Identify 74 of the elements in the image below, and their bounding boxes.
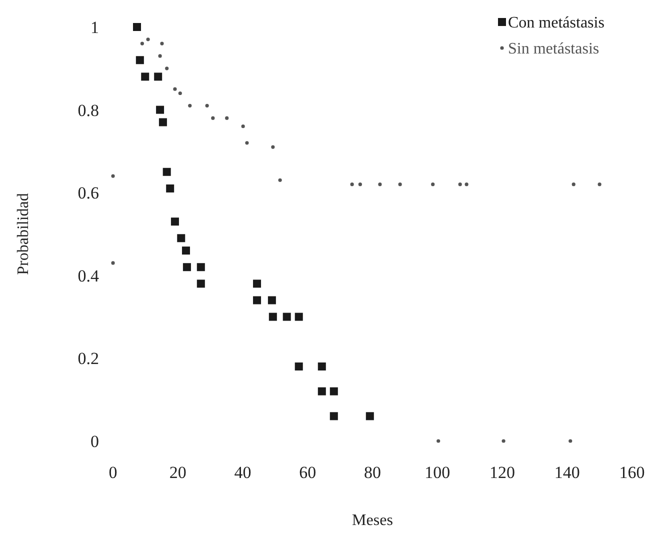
x-tick-label: 120	[490, 463, 515, 482]
y-tick-label: 0.8	[78, 100, 99, 120]
point	[196, 280, 205, 288]
x-axis-title: Meses	[352, 512, 393, 529]
point	[211, 116, 215, 120]
point	[278, 178, 282, 182]
point	[173, 87, 177, 91]
point	[133, 23, 142, 31]
point	[136, 56, 144, 64]
point	[318, 362, 326, 370]
point	[330, 412, 338, 420]
point	[182, 263, 191, 272]
point	[318, 387, 326, 396]
point	[398, 182, 402, 186]
point	[572, 182, 576, 186]
point	[166, 184, 174, 192]
point	[225, 116, 229, 120]
point	[366, 412, 374, 420]
y-tick-label: 0.6	[78, 184, 99, 203]
point	[436, 439, 440, 443]
y-tick-label: 1	[90, 18, 99, 37]
point	[350, 182, 354, 186]
point	[431, 182, 435, 186]
legend-label: Sin metástasis	[508, 40, 600, 58]
y-tick-label: 0.2	[78, 349, 99, 368]
y-axis-title: Probabilidad	[15, 193, 32, 275]
point	[158, 118, 167, 126]
point	[205, 104, 209, 108]
point	[268, 312, 277, 321]
point	[141, 72, 150, 81]
point	[245, 141, 249, 145]
point	[330, 387, 338, 396]
point	[111, 174, 115, 178]
point	[146, 38, 150, 42]
point	[253, 296, 262, 304]
point	[154, 72, 162, 81]
point	[282, 312, 291, 321]
point	[464, 182, 468, 186]
point	[502, 439, 506, 443]
point	[241, 124, 245, 128]
x-tick-label: 140	[554, 463, 580, 482]
y-tick-label: 0	[90, 432, 99, 451]
x-tick-label: 160	[619, 463, 645, 482]
x-tick-label: 100	[424, 463, 450, 482]
y-tick-label: 0.4	[78, 266, 100, 286]
point	[358, 182, 362, 186]
point	[378, 182, 382, 186]
point	[253, 280, 262, 288]
point	[294, 312, 303, 321]
point	[268, 296, 276, 304]
point	[162, 168, 171, 176]
point	[177, 234, 186, 242]
point	[271, 145, 275, 149]
point	[111, 261, 115, 265]
x-tick-label: 20	[169, 463, 186, 482]
point	[182, 246, 190, 255]
point	[598, 182, 602, 186]
point	[158, 54, 162, 58]
point	[568, 439, 572, 443]
point	[160, 42, 164, 46]
point	[294, 362, 303, 370]
point	[170, 218, 179, 226]
point	[140, 42, 144, 46]
point	[196, 263, 205, 272]
legend-label: Con metástasis	[508, 14, 604, 32]
point	[156, 106, 164, 114]
point	[188, 104, 192, 108]
x-tick-label: 60	[299, 463, 316, 482]
point	[165, 66, 169, 70]
x-tick-label: 80	[364, 463, 381, 482]
point	[178, 91, 182, 96]
point	[458, 182, 462, 186]
x-tick-label: 0	[108, 463, 118, 482]
x-tick-label: 40	[234, 463, 252, 482]
